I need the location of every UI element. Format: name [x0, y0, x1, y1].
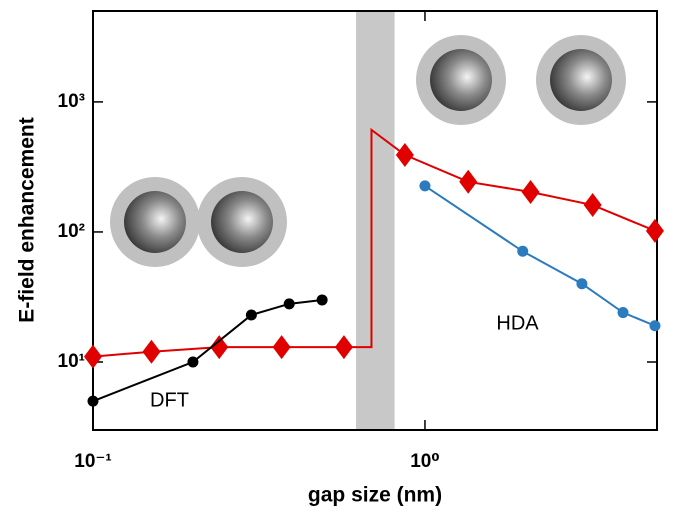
diamond-marker — [335, 335, 353, 359]
diamond-marker — [84, 345, 102, 369]
circle-marker — [576, 278, 587, 289]
circle-marker — [88, 396, 99, 407]
y-tick-label: 10² — [58, 221, 85, 242]
circle-marker — [317, 294, 328, 305]
circle-marker — [187, 356, 198, 367]
particle-dimer-touching — [110, 177, 287, 267]
circle-marker — [649, 320, 660, 331]
diamond-marker — [584, 193, 602, 217]
particle-dimer-separated — [416, 35, 626, 125]
annotation: HDA — [496, 313, 539, 335]
annotation: DFT — [150, 389, 189, 411]
diamond-marker — [522, 180, 540, 204]
circle-marker — [419, 180, 430, 191]
gap-band — [356, 11, 395, 430]
diamond-marker — [142, 340, 160, 364]
x-tick-label: 10⁰ — [410, 451, 439, 472]
circle-marker — [246, 309, 257, 320]
x-axis-label: gap size (nm) — [308, 484, 442, 507]
diamond-marker — [459, 170, 477, 194]
circle-marker — [284, 298, 295, 309]
circle-marker — [618, 307, 629, 318]
diamond-marker — [273, 335, 291, 359]
x-tick-label: 10⁻¹ — [74, 451, 112, 472]
diamond-marker — [396, 143, 414, 167]
y-tick-label: 10³ — [58, 91, 85, 112]
chart: gap size (nm) E-field enhancement 10⁻¹ 10… — [0, 0, 673, 515]
y-tick-label: 10¹ — [58, 351, 85, 372]
series-line — [425, 186, 655, 326]
circle-marker — [517, 246, 528, 257]
diamond-marker — [646, 219, 664, 243]
y-axis-label: E-field enhancement — [16, 117, 39, 322]
